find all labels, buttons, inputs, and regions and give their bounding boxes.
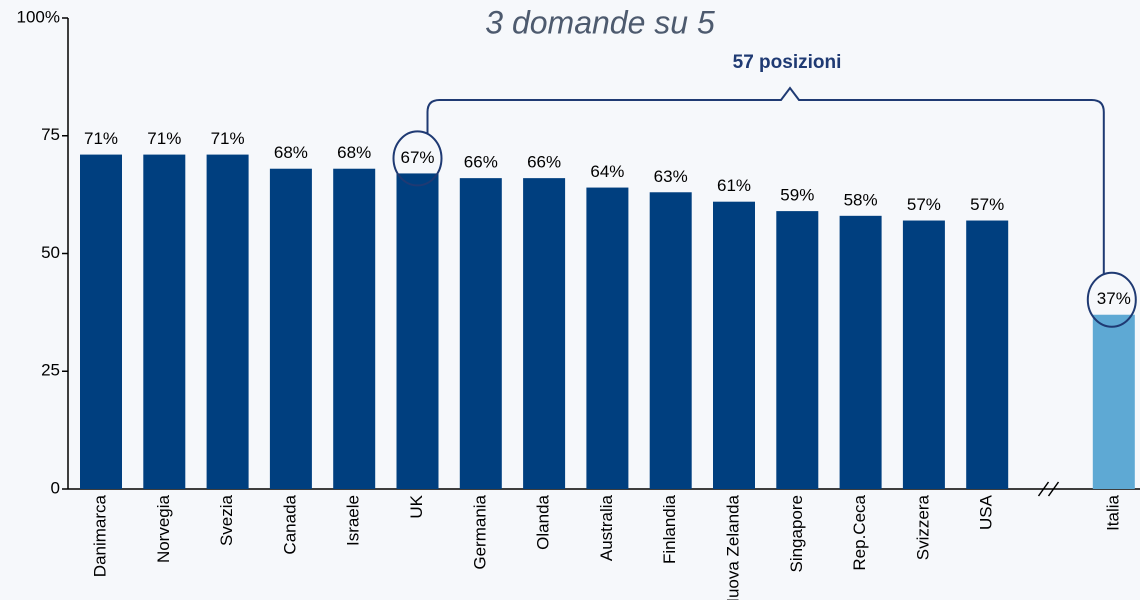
value-label: 57% [907,195,941,214]
value-label: 37% [1097,289,1131,308]
highlight-circle [392,130,443,187]
value-label: 59% [780,186,814,205]
x-tick-label: Israele [344,495,363,546]
bar [649,192,692,489]
x-tick-label: Canada [280,494,299,554]
bar [966,220,1009,489]
x-tick-label: Singapore [787,495,806,573]
value-label: 57% [970,195,1004,214]
axis-break [1037,481,1060,497]
bar [902,220,945,489]
bar [80,154,122,489]
x-tick-label: Finlandia [660,494,679,564]
value-label: 66% [464,153,498,172]
x-tick-label: Olanda [534,494,553,549]
bar [143,154,186,489]
value-label: 66% [527,153,561,172]
value-label: 71% [211,129,245,148]
annotation: 57 posizioni [733,52,842,73]
bar [269,168,312,489]
x-tick-label: Danimarca [90,494,109,577]
x-tick-label: Australia [597,494,616,561]
x-tick-label: Norvegia [154,494,173,563]
bar [523,178,566,489]
y-tick-label: 100% [17,7,60,26]
x-tick-label: UK [407,494,426,518]
value-label: 67% [400,148,434,167]
value-label: 71% [147,129,181,148]
y-tick-label: 75 [41,125,60,144]
x-tick-label: Nuova Zelanda [723,494,742,600]
y-tick-label: 0 [51,478,60,497]
bar [713,201,755,489]
x-tick-label: Italia [1103,494,1122,530]
value-label: 64% [590,162,624,181]
x-tick-label: USA [977,494,996,530]
value-label: 63% [654,167,688,186]
bar [776,211,819,490]
x-tick-label: Svezia [217,494,236,546]
highlight-circle [1086,271,1137,328]
bar [1092,314,1135,489]
value-label: 68% [337,143,371,162]
x-tick-label: Rep.Ceca [850,494,869,570]
bar [459,178,502,489]
x-tick-label: Svizzera [913,494,932,560]
chart-title: 3 domande su 5 [485,4,715,40]
value-label: 71% [84,129,118,148]
bracket [426,86,1105,275]
y-tick-label: 25 [41,361,60,380]
bar [586,187,629,489]
value-label: 68% [274,143,308,162]
value-label: 58% [844,190,878,209]
bar [206,154,249,489]
y-tick-label: 50 [41,243,60,262]
bar [333,168,376,489]
x-tick-label: Germania [470,494,489,569]
bar [396,173,439,489]
value-label: 61% [717,176,751,195]
bar [839,215,882,489]
